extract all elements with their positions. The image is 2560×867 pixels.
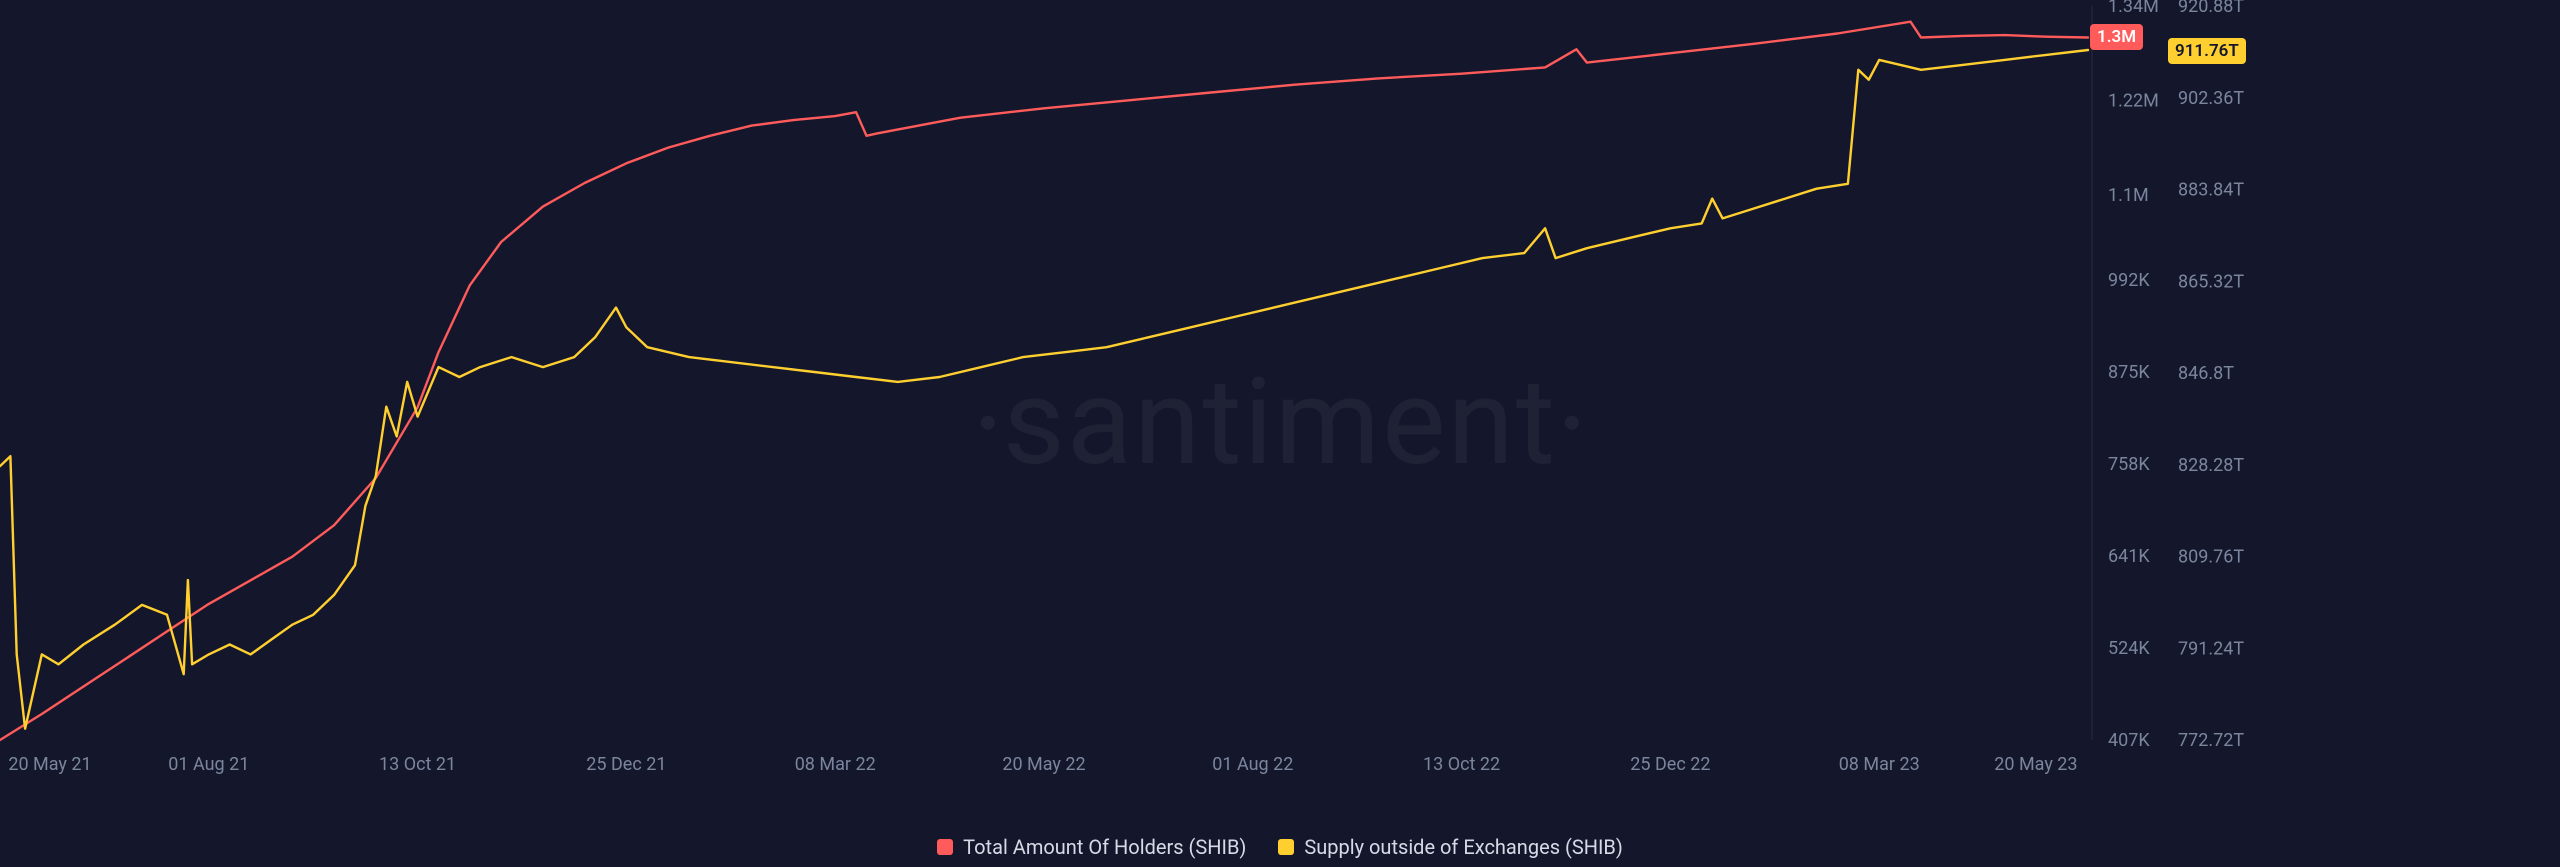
svg-text:407K: 407K: [2108, 730, 2150, 751]
svg-text:25 Dec 22: 25 Dec 22: [1630, 754, 1710, 775]
svg-text:865.32T: 865.32T: [2178, 271, 2244, 292]
svg-text:758K: 758K: [2108, 454, 2150, 475]
svg-text:846.8T: 846.8T: [2178, 363, 2234, 384]
svg-text:875K: 875K: [2108, 362, 2150, 383]
svg-text:01 Aug 22: 01 Aug 22: [1212, 754, 1293, 775]
svg-text:08 Mar 23: 08 Mar 23: [1839, 754, 1920, 775]
svg-text:992K: 992K: [2108, 270, 2150, 291]
svg-text:20 May 21: 20 May 21: [8, 754, 91, 775]
svg-text:20 May 23: 20 May 23: [1994, 754, 2077, 775]
svg-text:1.34M: 1.34M: [2108, 0, 2159, 17]
legend-item-supply[interactable]: Supply outside of Exchanges (SHIB): [1278, 835, 1622, 859]
svg-text:01 Aug 21: 01 Aug 21: [168, 754, 249, 775]
legend-swatch-icon: [937, 839, 953, 855]
legend-swatch-icon: [1278, 839, 1294, 855]
svg-text:641K: 641K: [2108, 546, 2150, 567]
svg-text:791.24T: 791.24T: [2178, 638, 2244, 659]
chart-legend: Total Amount Of Holders (SHIB) Supply ou…: [0, 835, 2560, 859]
svg-text:524K: 524K: [2108, 638, 2150, 659]
svg-text:08 Mar 22: 08 Mar 22: [795, 754, 876, 775]
svg-text:25 Dec 21: 25 Dec 21: [586, 754, 666, 775]
left-axis-value-badge: 1.3M: [2090, 24, 2143, 50]
svg-text:13 Oct 22: 13 Oct 22: [1423, 754, 1500, 775]
legend-item-holders[interactable]: Total Amount Of Holders (SHIB): [937, 835, 1246, 859]
chart-container: 407K 524K 641K 758K 875K 992K 1.1M 1.22M 1.34M 77…: [0, 0, 2560, 867]
svg-text:883.84T: 883.84T: [2178, 180, 2244, 201]
right-axis-value-badge: 911.76T: [2168, 38, 2246, 64]
chart-canvas: 407K 524K 641K 758K 875K 992K 1.1M 1.22M 1.34M 77…: [0, 0, 2560, 867]
svg-text:13 Oct 21: 13 Oct 21: [379, 754, 456, 775]
legend-label: Supply outside of Exchanges (SHIB): [1304, 835, 1622, 859]
svg-text:772.72T: 772.72T: [2178, 730, 2244, 751]
svg-text:1.22M: 1.22M: [2108, 90, 2159, 111]
svg-text:1.1M: 1.1M: [2108, 185, 2149, 206]
svg-text:20 May 22: 20 May 22: [1002, 754, 1085, 775]
svg-text:809.76T: 809.76T: [2178, 547, 2244, 568]
svg-text:920.88T: 920.88T: [2178, 0, 2244, 17]
svg-text:828.28T: 828.28T: [2178, 455, 2244, 476]
svg-text:902.36T: 902.36T: [2178, 88, 2244, 109]
legend-label: Total Amount Of Holders (SHIB): [963, 835, 1246, 859]
